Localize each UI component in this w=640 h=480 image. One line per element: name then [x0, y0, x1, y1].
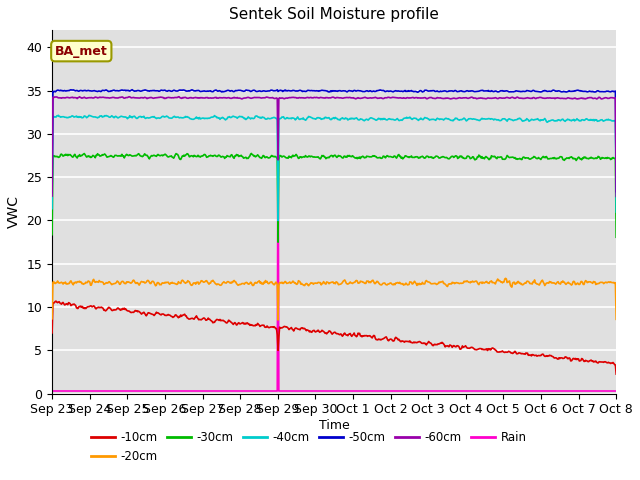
-10cm: [420, 340, 428, 346]
-60cm: [175, 94, 182, 100]
-30cm: [612, 234, 620, 240]
-10cm: [60, 300, 67, 305]
-60cm: [404, 95, 412, 100]
-20cm: [116, 281, 124, 287]
-60cm: [420, 95, 428, 101]
-30cm: [404, 154, 412, 160]
Text: BA_met: BA_met: [55, 45, 108, 58]
Y-axis label: VWC: VWC: [7, 195, 21, 228]
Line: -10cm: -10cm: [52, 301, 616, 374]
Rain: [274, 96, 282, 102]
-60cm: [58, 95, 66, 101]
-60cm: [174, 95, 182, 100]
-10cm: [404, 338, 412, 344]
-20cm: [204, 279, 211, 285]
-50cm: [128, 87, 136, 93]
-20cm: [420, 281, 428, 287]
-40cm: [274, 217, 282, 223]
Line: -50cm: -50cm: [52, 90, 616, 192]
-40cm: [612, 209, 620, 215]
-30cm: [116, 153, 124, 158]
-40cm: [48, 206, 56, 212]
-20cm: [404, 282, 412, 288]
-30cm: [58, 152, 66, 158]
Line: Rain: Rain: [52, 99, 616, 391]
-10cm: [612, 371, 620, 377]
-10cm: [175, 315, 182, 321]
-40cm: [421, 115, 429, 120]
-40cm: [60, 114, 67, 120]
Rain: [420, 388, 428, 394]
-30cm: [48, 232, 56, 238]
Title: Sentek Soil Moisture profile: Sentek Soil Moisture profile: [229, 7, 439, 22]
-10cm: [117, 306, 125, 312]
-30cm: [248, 151, 255, 156]
-20cm: [274, 317, 282, 323]
-30cm: [421, 156, 429, 161]
-50cm: [204, 88, 212, 94]
-20cm: [612, 316, 620, 322]
Line: -30cm: -30cm: [52, 154, 616, 242]
Line: -20cm: -20cm: [52, 278, 616, 320]
-50cm: [612, 189, 620, 194]
-50cm: [420, 88, 428, 94]
-30cm: [174, 152, 182, 157]
-40cm: [404, 115, 412, 120]
-50cm: [58, 88, 66, 94]
-40cm: [117, 113, 125, 119]
-10cm: [48, 330, 56, 336]
-30cm: [274, 239, 282, 245]
-30cm: [204, 154, 211, 160]
-20cm: [58, 280, 66, 286]
Rain: [612, 388, 620, 394]
Rain: [116, 388, 124, 394]
-60cm: [612, 193, 620, 199]
-20cm: [48, 316, 56, 322]
Line: -60cm: -60cm: [52, 97, 616, 196]
X-axis label: Time: Time: [319, 419, 349, 432]
-20cm: [174, 281, 182, 287]
-10cm: [52, 298, 60, 304]
-40cm: [54, 112, 62, 118]
Legend: -10cm, -20cm, -30cm, -40cm, -50cm, -60cm, Rain: -10cm, -20cm, -30cm, -40cm, -50cm, -60cm…: [86, 426, 531, 468]
-40cm: [204, 115, 212, 121]
Rain: [204, 388, 211, 394]
-10cm: [204, 315, 212, 321]
-50cm: [48, 190, 56, 195]
-60cm: [48, 193, 56, 199]
Rain: [58, 388, 66, 394]
-60cm: [116, 95, 124, 100]
-50cm: [404, 88, 412, 94]
-20cm: [502, 276, 509, 281]
Rain: [48, 388, 56, 394]
Line: -40cm: -40cm: [52, 115, 616, 220]
-50cm: [116, 88, 124, 94]
-40cm: [175, 114, 182, 120]
Rain: [404, 388, 412, 394]
-60cm: [204, 96, 212, 101]
Rain: [174, 388, 182, 394]
-50cm: [175, 88, 182, 94]
